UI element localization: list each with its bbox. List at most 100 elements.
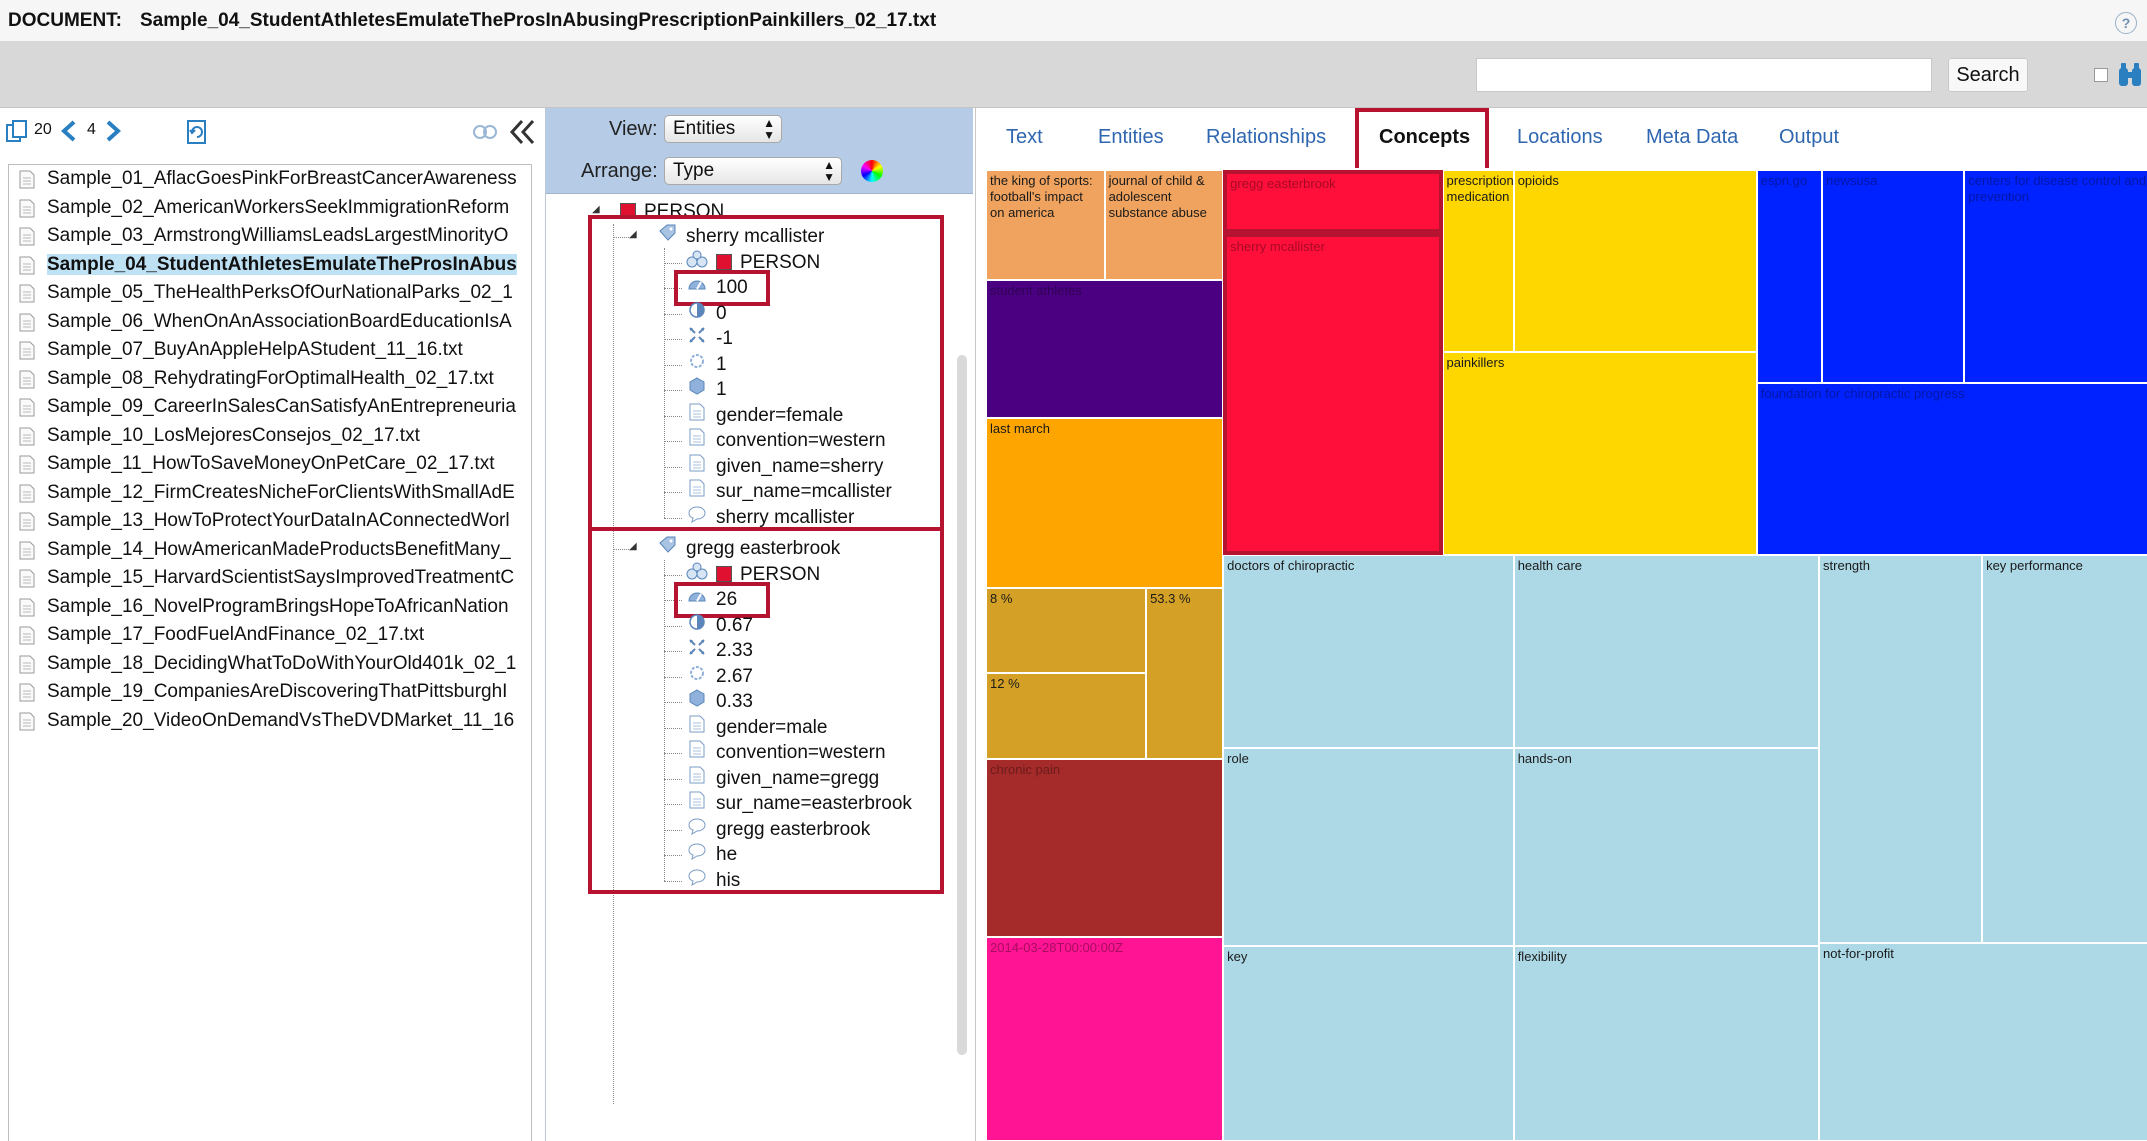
- treemap-cell[interactable]: doctors of chiropractic: [1223, 555, 1514, 748]
- treemap-cell[interactable]: painkillers: [1442, 351, 1757, 555]
- search-button[interactable]: Search: [1948, 58, 2028, 92]
- entity-attribute-node[interactable]: given_name=gregg: [686, 764, 879, 794]
- expand-caret-icon[interactable]: ◢: [629, 229, 637, 240]
- treemap-cell[interactable]: health care: [1513, 555, 1820, 748]
- file-item[interactable]: Sample_01_AflacGoesPinkForBreastCancerAw…: [9, 165, 531, 194]
- treemap-cell[interactable]: chronic pain: [986, 758, 1224, 938]
- question-circle-icon[interactable]: ?: [2115, 12, 2137, 34]
- entity-node[interactable]: sherry mcallister: [656, 222, 824, 252]
- treemap-cell[interactable]: centers for disease control and preventi…: [1964, 170, 2147, 384]
- treemap-cell[interactable]: key performance: [1982, 555, 2147, 943]
- entity-attribute-node[interactable]: sur_name=easterbrook: [686, 789, 912, 819]
- file-item[interactable]: Sample_18_DecidingWhatToDoWithYourOld401…: [9, 650, 531, 679]
- file-item[interactable]: Sample_03_ArmstrongWilliamsLeadsLargestM…: [9, 222, 531, 251]
- color-wheel-icon[interactable]: [861, 160, 883, 182]
- file-item[interactable]: Sample_02_AmericanWorkersSeekImmigration…: [9, 194, 531, 223]
- entity-metric-node[interactable]: 2.33: [686, 636, 753, 666]
- file-item[interactable]: Sample_13_HowToProtectYourDataInAConnect…: [9, 507, 531, 536]
- file-item[interactable]: Sample_17_FoodFuelAndFinance_02_17.txt: [9, 621, 531, 650]
- expand-caret-icon[interactable]: ◢: [592, 204, 600, 215]
- entity-score-node[interactable]: 100: [686, 273, 748, 303]
- tab-entities[interactable]: Entities: [1098, 126, 1164, 148]
- entity-attribute-node[interactable]: sur_name=mcallister: [686, 477, 892, 507]
- tree-connector: [664, 339, 682, 340]
- treemap-cell[interactable]: newsusa: [1822, 170, 1965, 384]
- file-item[interactable]: Sample_09_CareerInSalesCanSatisfyAnEntre…: [9, 393, 531, 422]
- tab-concepts[interactable]: Concepts: [1379, 126, 1471, 148]
- entity-metric-node[interactable]: 2.67: [686, 662, 753, 692]
- arrange-select[interactable]: Type ▲ ▼: [664, 157, 842, 185]
- treemap-cell[interactable]: espn.go: [1756, 170, 1822, 384]
- tab-locations[interactable]: Locations: [1517, 126, 1603, 148]
- file-item[interactable]: Sample_05_TheHealthPerksOfOurNationalPar…: [9, 279, 531, 308]
- treemap-cell[interactable]: journal of child & adolescent substance …: [1104, 170, 1224, 280]
- file-item[interactable]: Sample_04_StudentAthletesEmulateTheProsI…: [9, 251, 531, 280]
- search-checkbox[interactable]: [2094, 68, 2108, 82]
- entity-metric-node[interactable]: 1: [686, 375, 727, 405]
- file-item[interactable]: Sample_19_CompaniesAreDiscoveringThatPit…: [9, 678, 531, 707]
- file-item[interactable]: Sample_14_HowAmericanMadeProductsBenefit…: [9, 536, 531, 565]
- entity-attribute-node[interactable]: gender=female: [686, 401, 843, 431]
- tree-connector: [664, 364, 682, 366]
- treemap-cell[interactable]: student athletes: [986, 280, 1224, 418]
- entity-mention-node[interactable]: his: [686, 866, 740, 896]
- treemap-cell[interactable]: hands-on: [1513, 747, 1820, 946]
- file-item[interactable]: Sample_08_RehydratingForOptimalHealth_02…: [9, 365, 531, 394]
- treemap-cell[interactable]: role: [1223, 747, 1514, 946]
- entity-node[interactable]: gregg easterbrook: [656, 534, 840, 564]
- treemap-cell[interactable]: 8 %: [986, 588, 1147, 674]
- treemap-cell[interactable]: foundation for chiropractic progress: [1756, 383, 2147, 555]
- treemap-cell[interactable]: the king of sports: football's impact on…: [986, 170, 1105, 280]
- refresh-document-icon[interactable]: [186, 120, 208, 144]
- entity-metric-node[interactable]: 0: [686, 299, 727, 329]
- file-item[interactable]: Sample_11_HowToSaveMoneyOnPetCare_02_17.…: [9, 450, 531, 479]
- binoculars-icon[interactable]: [2118, 62, 2142, 88]
- view-select[interactable]: Entities ▲ ▼: [664, 115, 782, 143]
- entity-score-node[interactable]: 26: [686, 585, 737, 615]
- entity-mention-node[interactable]: he: [686, 840, 737, 870]
- file-item[interactable]: Sample_10_LosMejoresConsejos_02_17.txt: [9, 422, 531, 451]
- entity-attribute-node[interactable]: gender=male: [686, 713, 827, 743]
- tab-relationships[interactable]: Relationships: [1206, 126, 1327, 148]
- treemap-cell[interactable]: key: [1223, 945, 1514, 1141]
- file-item[interactable]: Sample_12_FirmCreatesNicheForClientsWith…: [9, 479, 531, 508]
- entity-attribute-node[interactable]: given_name=sherry: [686, 452, 883, 482]
- treemap-cell[interactable]: last march: [986, 417, 1224, 588]
- file-item[interactable]: Sample_06_WhenOnAnAssociationBoardEducat…: [9, 308, 531, 337]
- tab-text[interactable]: Text: [1006, 126, 1043, 148]
- documents-icon[interactable]: [6, 120, 28, 142]
- tab-output[interactable]: Output: [1779, 126, 1840, 148]
- entity-metric-node[interactable]: 1: [686, 350, 727, 380]
- entity-metric-node[interactable]: 0.67: [686, 611, 753, 641]
- treemap-cell[interactable]: 53.3 %: [1146, 588, 1224, 759]
- entity-mention-node[interactable]: sherry mcallister: [686, 503, 854, 533]
- file-item[interactable]: Sample_20_VideoOnDemandVsTheDVDMarket_11…: [9, 707, 531, 736]
- tab-meta-data[interactable]: Meta Data: [1646, 126, 1739, 148]
- treemap-cell[interactable]: not-for-profit: [1819, 942, 2147, 1141]
- treemap-cell[interactable]: opioids: [1513, 170, 1757, 352]
- chevron-left-icon[interactable]: [60, 120, 78, 142]
- treemap-cell[interactable]: 12 %: [986, 673, 1147, 759]
- chevron-right-icon[interactable]: [104, 120, 122, 142]
- entity-type-node[interactable]: PERSON: [686, 248, 820, 278]
- entity-type-node[interactable]: PERSON: [686, 560, 820, 590]
- entity-metric-node[interactable]: 0.33: [686, 687, 753, 717]
- tree-scrollbar[interactable]: [957, 355, 967, 1055]
- expand-caret-icon[interactable]: ◢: [629, 541, 637, 552]
- link-toggle-icon[interactable]: [472, 124, 498, 140]
- entity-mention-node[interactable]: gregg easterbrook: [686, 815, 870, 845]
- treemap-cell[interactable]: gregg easterbrook: [1223, 170, 1443, 234]
- treemap-cell[interactable]: flexibility: [1513, 945, 1820, 1141]
- search-input[interactable]: [1476, 58, 1932, 92]
- file-item[interactable]: Sample_07_BuyAnAppleHelpAStudent_11_16.t…: [9, 336, 531, 365]
- treemap-cell[interactable]: strength: [1819, 555, 1983, 943]
- treemap-cell[interactable]: sherry mcallister: [1223, 233, 1443, 555]
- entity-attribute-node[interactable]: convention=western: [686, 426, 886, 456]
- collapse-panel-icon[interactable]: [508, 118, 536, 146]
- file-item[interactable]: Sample_16_NovelProgramBringsHopeToAfrica…: [9, 593, 531, 622]
- treemap-cell[interactable]: prescription medication: [1442, 170, 1514, 352]
- entity-attribute-node[interactable]: convention=western: [686, 738, 886, 768]
- file-item[interactable]: Sample_15_HarvardScientistSaysImprovedTr…: [9, 564, 531, 593]
- entity-metric-node[interactable]: -1: [686, 324, 733, 354]
- treemap-cell[interactable]: 2014-03-28T00:00:00Z: [986, 937, 1224, 1141]
